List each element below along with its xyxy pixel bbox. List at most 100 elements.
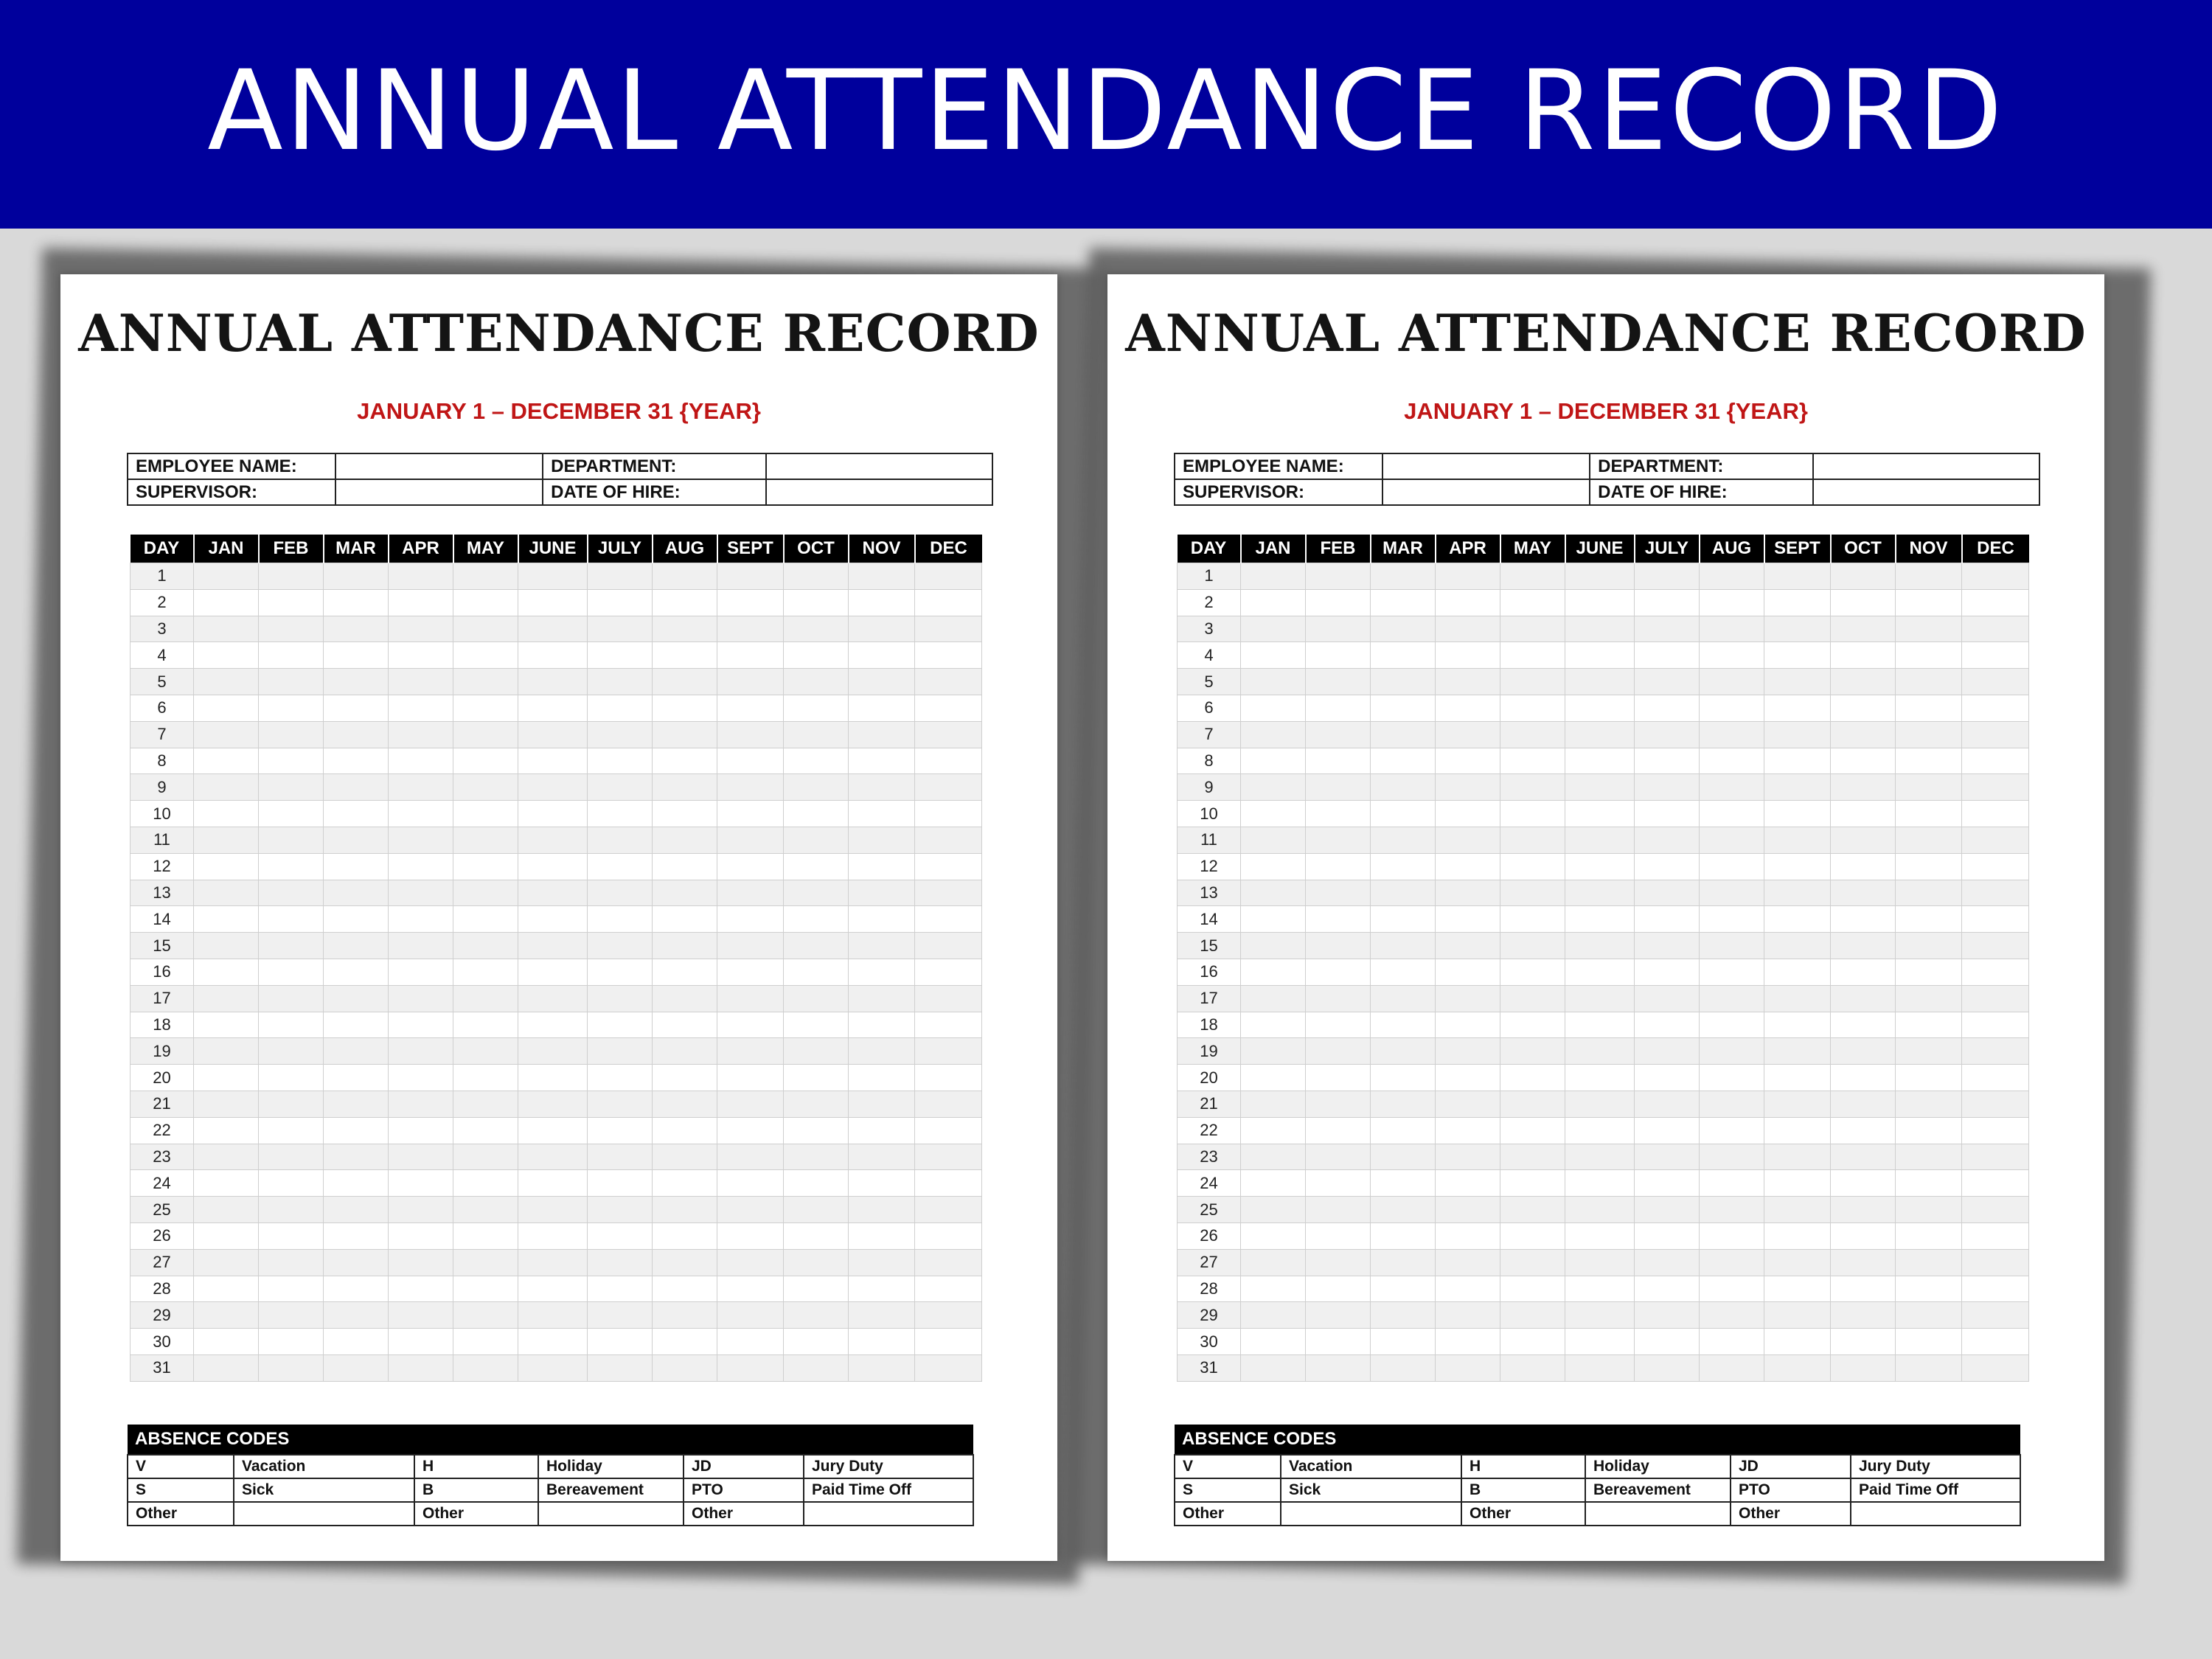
attendance-cell[interactable] (783, 879, 849, 907)
attendance-cell[interactable] (1699, 1275, 1764, 1303)
attendance-cell[interactable] (717, 826, 784, 854)
attendance-cell[interactable] (1830, 932, 1896, 959)
attendance-cell[interactable] (1370, 879, 1436, 907)
attendance-cell[interactable] (1830, 905, 1896, 933)
attendance-cell[interactable] (388, 905, 453, 933)
attendance-cell[interactable] (783, 1196, 849, 1223)
attendance-cell[interactable] (1305, 588, 1371, 616)
attendance-cell[interactable] (1435, 879, 1500, 907)
attendance-cell[interactable] (1634, 852, 1700, 880)
attendance-cell[interactable] (783, 1222, 849, 1250)
attendance-cell[interactable] (652, 747, 717, 775)
attendance-cell[interactable] (258, 852, 324, 880)
attendance-cell[interactable] (388, 694, 453, 722)
attendance-cell[interactable] (193, 1116, 259, 1144)
attendance-cell[interactable] (1895, 563, 1962, 590)
attendance-cell[interactable] (717, 1301, 784, 1329)
attendance-cell[interactable] (1240, 984, 1306, 1012)
attendance-cell[interactable] (914, 879, 982, 907)
attendance-cell[interactable] (1634, 615, 1700, 643)
attendance-cell[interactable] (1830, 1275, 1896, 1303)
attendance-cell[interactable] (1895, 588, 1962, 616)
attendance-cell[interactable] (1895, 1301, 1962, 1329)
attendance-cell[interactable] (1500, 563, 1565, 590)
attendance-cell[interactable] (1634, 932, 1700, 959)
attendance-cell[interactable] (1634, 1169, 1700, 1197)
attendance-cell[interactable] (193, 958, 259, 986)
attendance-cell[interactable] (848, 1011, 915, 1039)
attendance-cell[interactable] (388, 1301, 453, 1329)
attendance-cell[interactable] (587, 720, 653, 748)
attendance-cell[interactable] (1240, 1169, 1306, 1197)
attendance-cell[interactable] (783, 932, 849, 959)
attendance-cell[interactable] (587, 563, 653, 590)
attendance-cell[interactable] (518, 615, 588, 643)
attendance-cell[interactable] (914, 958, 982, 986)
attendance-cell[interactable] (783, 800, 849, 827)
attendance-cell[interactable] (1500, 852, 1565, 880)
attendance-cell[interactable] (1370, 588, 1436, 616)
attendance-cell[interactable] (258, 668, 324, 695)
attendance-cell[interactable] (717, 1090, 784, 1118)
attendance-cell[interactable] (1565, 720, 1635, 748)
attendance-cell[interactable] (1830, 1222, 1896, 1250)
attendance-cell[interactable] (518, 826, 588, 854)
attendance-cell[interactable] (1240, 1222, 1306, 1250)
attendance-cell[interactable] (783, 1143, 849, 1171)
attendance-cell[interactable] (914, 1301, 982, 1329)
attendance-cell[interactable] (1895, 1275, 1962, 1303)
attendance-cell[interactable] (453, 720, 518, 748)
attendance-cell[interactable] (848, 826, 915, 854)
attendance-cell[interactable] (518, 1064, 588, 1091)
attendance-cell[interactable] (1895, 826, 1962, 854)
attendance-cell[interactable] (193, 1275, 259, 1303)
attendance-cell[interactable] (1895, 984, 1962, 1012)
attendance-cell[interactable] (258, 984, 324, 1012)
attendance-cell[interactable] (193, 1222, 259, 1250)
attendance-cell[interactable] (914, 932, 982, 959)
attendance-cell[interactable] (848, 852, 915, 880)
attendance-cell[interactable] (1634, 984, 1700, 1012)
attendance-cell[interactable] (1764, 563, 1831, 590)
attendance-cell[interactable] (652, 641, 717, 669)
attendance-cell[interactable] (1830, 1354, 1896, 1382)
attendance-cell[interactable] (1961, 1090, 2029, 1118)
attendance-cell[interactable] (1370, 984, 1436, 1012)
attendance-cell[interactable] (1895, 773, 1962, 801)
attendance-cell[interactable] (258, 958, 324, 986)
attendance-cell[interactable] (193, 1169, 259, 1197)
attendance-cell[interactable] (1435, 1011, 1500, 1039)
attendance-cell[interactable] (518, 1275, 588, 1303)
attendance-cell[interactable] (388, 668, 453, 695)
attendance-cell[interactable] (518, 1328, 588, 1355)
attendance-cell[interactable] (717, 1064, 784, 1091)
attendance-cell[interactable] (518, 773, 588, 801)
attendance-cell[interactable] (1764, 1064, 1831, 1091)
attendance-cell[interactable] (1305, 852, 1371, 880)
attendance-cell[interactable] (1634, 1090, 1700, 1118)
attendance-cell[interactable] (1565, 1354, 1635, 1382)
attendance-cell[interactable] (1830, 720, 1896, 748)
attendance-cell[interactable] (1500, 720, 1565, 748)
attendance-cell[interactable] (1305, 1328, 1371, 1355)
attendance-cell[interactable] (717, 905, 784, 933)
attendance-cell[interactable] (848, 1064, 915, 1091)
attendance-cell[interactable] (193, 1064, 259, 1091)
attendance-cell[interactable] (323, 1090, 389, 1118)
attendance-cell[interactable] (783, 773, 849, 801)
attendance-cell[interactable] (652, 879, 717, 907)
attendance-cell[interactable] (914, 694, 982, 722)
attendance-cell[interactable] (914, 1011, 982, 1039)
attendance-cell[interactable] (453, 1116, 518, 1144)
attendance-cell[interactable] (783, 1301, 849, 1329)
attendance-cell[interactable] (1240, 1196, 1306, 1223)
attendance-cell[interactable] (1830, 668, 1896, 695)
attendance-cell[interactable] (1500, 1222, 1565, 1250)
attendance-cell[interactable] (1764, 1222, 1831, 1250)
attendance-cell[interactable] (914, 1116, 982, 1144)
attendance-cell[interactable] (1565, 1328, 1635, 1355)
attendance-cell[interactable] (1305, 1090, 1371, 1118)
attendance-cell[interactable] (1764, 668, 1831, 695)
attendance-cell[interactable] (1435, 1064, 1500, 1091)
attendance-cell[interactable] (783, 563, 849, 590)
